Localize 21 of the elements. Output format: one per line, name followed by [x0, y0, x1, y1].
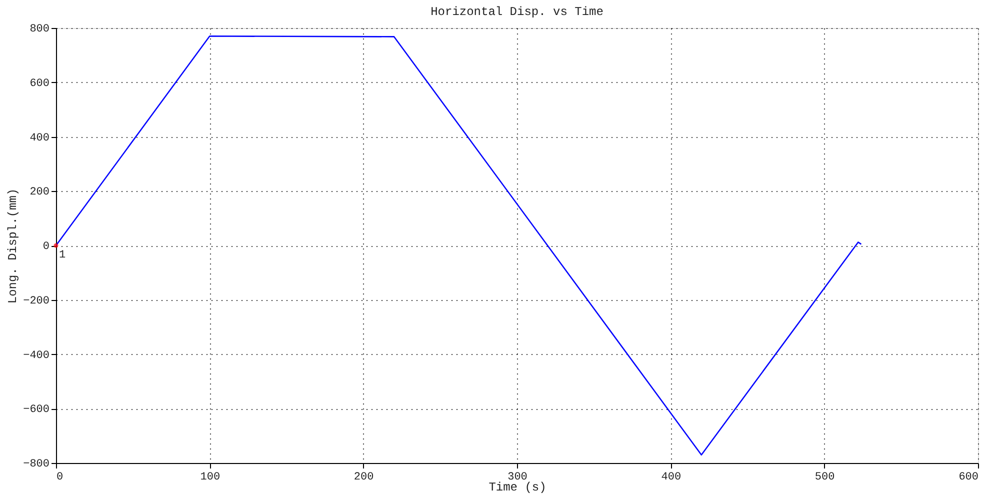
x-tick-label: 0: [56, 472, 64, 484]
x-tick-label: 400: [661, 472, 682, 484]
y-tick-label: −200: [23, 295, 50, 308]
y-tick-label: 0: [42, 241, 50, 253]
chart-title: Horizontal Disp. vs Time: [430, 5, 604, 19]
y-tick-label: 400: [30, 132, 50, 144]
annotation: 1: [59, 250, 66, 262]
line-series: [55, 36, 862, 456]
x-tick-label: 300: [508, 472, 528, 484]
x-tick-label: 100: [200, 472, 220, 484]
x-tick-label: 200: [354, 472, 374, 484]
y-tick-label: 600: [30, 78, 50, 90]
y-tick-label: −400: [23, 350, 50, 362]
y-tick-label: −800: [23, 458, 50, 470]
x-axis-title: Time (s): [488, 480, 546, 494]
y-tick-label: 200: [30, 186, 50, 199]
x-tick-label: 500: [814, 472, 835, 484]
y-tick-label: −600: [23, 404, 50, 416]
x-tick-label: 600: [958, 472, 978, 484]
y-axis-title: Long. Displ.(mm): [6, 188, 20, 304]
y-tick-label: 800: [30, 24, 50, 36]
